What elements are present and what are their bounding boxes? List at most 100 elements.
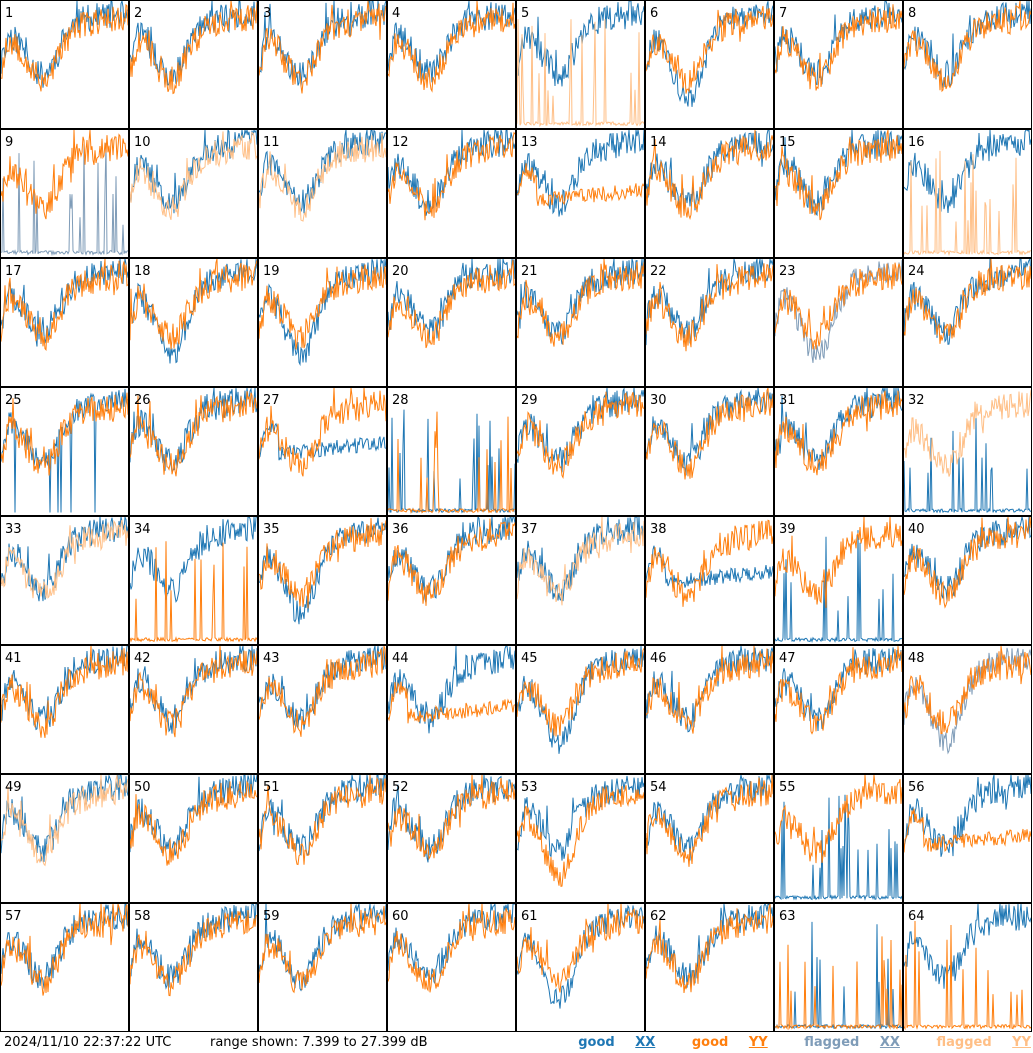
panel-border <box>516 387 645 516</box>
panel-20: 20 <box>387 258 516 387</box>
legend-good-yy: good YY <box>676 1035 768 1050</box>
panel-lines <box>774 921 903 1031</box>
panel-number: 40 <box>908 522 925 537</box>
panel-border <box>0 516 129 645</box>
series-yy <box>903 0 1032 93</box>
series-yy <box>1 3 129 92</box>
panel-border <box>774 258 903 387</box>
panel-lines <box>645 645 774 734</box>
panel-lines <box>129 0 258 95</box>
panel-number: 32 <box>908 393 925 408</box>
panel-48: 48 <box>903 645 1032 774</box>
panel-62: 62 <box>645 903 774 1032</box>
panel-58: 58 <box>129 903 258 1032</box>
panel-lines <box>516 903 645 1009</box>
legend-pol: XX <box>879 1035 900 1050</box>
panel-number: 61 <box>521 909 538 924</box>
panel-border <box>516 129 645 258</box>
panel-lines <box>516 387 645 479</box>
panel-number: 31 <box>779 393 796 408</box>
panel-number: 6 <box>650 6 658 21</box>
panel-number: 52 <box>392 780 409 795</box>
panel-number: 59 <box>263 909 280 924</box>
series-xx <box>129 903 257 990</box>
series-yy <box>0 129 129 220</box>
panel-lines <box>903 516 1032 609</box>
legend-pol: XX <box>635 1035 656 1050</box>
series-xx <box>903 0 1032 89</box>
panel-number: 37 <box>521 522 538 537</box>
panel-border <box>129 258 258 387</box>
series-yy <box>645 645 774 734</box>
series-yy <box>645 387 774 480</box>
panel-number: 36 <box>392 522 409 537</box>
panel-36: 36 <box>387 516 516 645</box>
panel-number: 2 <box>134 6 142 21</box>
panel-number: 10 <box>134 135 151 150</box>
series-yy <box>516 391 645 479</box>
panel-border <box>258 0 387 129</box>
panel-lines <box>903 0 1032 93</box>
panel-border <box>387 645 516 774</box>
panel-lines <box>129 903 258 997</box>
panel-lines <box>387 774 516 863</box>
panel-59: 59 <box>258 903 387 1032</box>
panel-number: 29 <box>521 393 538 408</box>
panel-lines <box>387 409 516 514</box>
panel-border <box>774 0 903 129</box>
panel-34: 34 <box>129 516 258 645</box>
series-yy <box>129 0 258 95</box>
panel-64: 64 <box>903 903 1032 1032</box>
panel-number: 5 <box>521 6 529 21</box>
panel-border <box>129 774 258 903</box>
panel-32: 32 <box>903 387 1032 516</box>
panel-52: 52 <box>387 774 516 903</box>
panel-border <box>516 258 645 387</box>
panel-lines <box>774 516 903 644</box>
legend-good-xx: good XX <box>562 1035 655 1050</box>
panel-number: 56 <box>908 780 925 795</box>
panel-number: 26 <box>134 393 151 408</box>
series-xx <box>0 774 129 862</box>
series-yy <box>774 936 903 1031</box>
panel-24: 24 <box>903 258 1032 387</box>
panel-border <box>387 0 516 129</box>
panel-border <box>903 516 1032 645</box>
panel-border <box>0 903 129 1032</box>
panel-border <box>774 645 903 774</box>
panel-lines <box>903 903 1032 1031</box>
series-xx <box>387 645 516 734</box>
panel-border <box>645 387 774 516</box>
series-yy <box>258 774 387 866</box>
panel-border <box>516 645 645 774</box>
panel-border <box>903 387 1032 516</box>
panel-lines <box>903 389 1032 514</box>
panel-26: 26 <box>129 387 258 516</box>
series-xx <box>645 903 774 988</box>
panel-border <box>516 0 645 129</box>
series-yy <box>129 910 258 997</box>
panel-border <box>0 258 129 387</box>
panel-56: 56 <box>903 774 1032 903</box>
series-yy <box>774 4 903 91</box>
panel-5: 5 <box>516 0 645 129</box>
panel-border <box>0 129 129 258</box>
panel-number: 57 <box>5 909 22 924</box>
panel-border <box>129 903 258 1032</box>
panel-21: 21 <box>516 258 645 387</box>
panel-25: 25 <box>0 387 129 516</box>
series-yy <box>258 518 387 609</box>
panel-lines <box>774 387 903 476</box>
series-xx <box>903 774 1032 857</box>
legend-word: flagged <box>936 1035 992 1050</box>
panel-lines <box>645 258 774 352</box>
panel-border <box>774 129 903 258</box>
panel-number: 50 <box>134 780 151 795</box>
series-xx <box>774 530 903 644</box>
panel-40: 40 <box>903 516 1032 645</box>
series-yy <box>0 519 129 599</box>
panel-border <box>129 387 258 516</box>
panel-border <box>903 0 1032 129</box>
panel-lines <box>903 258 1032 345</box>
panel-number: 44 <box>392 651 409 666</box>
